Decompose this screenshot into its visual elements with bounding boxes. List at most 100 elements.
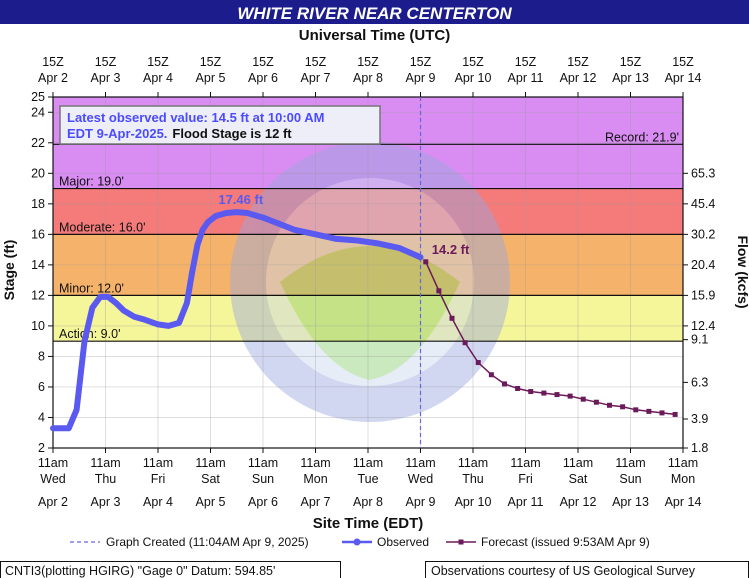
legend-forecast-marker <box>458 539 464 545</box>
stage-tick-label: 10 <box>31 319 45 333</box>
stage-tick-label: 14 <box>31 258 45 272</box>
site-tick-day: Wed <box>408 472 434 486</box>
flow-tick-label: 6.3 <box>691 375 708 389</box>
legend: Graph Created (11:04AM Apr 9, 2025) Obse… <box>70 535 650 549</box>
stage-tick-label: 22 <box>31 136 45 150</box>
forecast-point <box>436 288 442 294</box>
threshold-label-minor: Minor: 12.0' <box>59 281 124 295</box>
stage-tick-label: 4 <box>38 410 45 424</box>
forecast-point <box>659 410 665 416</box>
site-tick-time: 11am <box>143 456 173 470</box>
latest-value-box: Latest observed value: 14.5 ft at 10:00 … <box>59 105 381 145</box>
flow-tick-label: 3.9 <box>691 412 708 426</box>
site-tick-time: 11am <box>510 456 540 470</box>
forecast-point <box>607 402 612 408</box>
latest-line2: EDT 9-Apr-2025. Flood Stage is 12 ft <box>67 126 292 141</box>
utc-tick-date: Apr 2 <box>38 71 68 85</box>
site-tick-day: Sun <box>252 472 274 486</box>
utc-tick-time: 15Z <box>410 55 432 69</box>
forecast-point <box>646 408 652 414</box>
flow-tick-label: 65.3 <box>691 166 715 180</box>
site-tick-day: Mon <box>303 472 327 486</box>
flow-tick-label: 30.2 <box>691 227 715 241</box>
stage-tick-label: 2 <box>38 441 45 455</box>
flow-tick-label: 20.4 <box>691 258 715 272</box>
site-tick-day: Sat <box>569 472 588 486</box>
site-tick-date: Apr 7 <box>301 495 331 509</box>
forecast-point <box>502 381 507 387</box>
forecast-point <box>528 389 534 395</box>
legend-observed-label: Observed <box>377 535 429 549</box>
site-tick-date: Apr 2 <box>38 495 68 509</box>
site-tick-date: Apr 13 <box>612 495 649 509</box>
forecast-point <box>475 360 481 366</box>
site-tick-day: Thu <box>95 472 117 486</box>
latest-line2-black: Flood Stage is 12 ft <box>172 126 292 141</box>
forecast-point <box>554 392 560 398</box>
watermark-field <box>280 246 460 380</box>
utc-tick-time: 15Z <box>42 55 64 69</box>
forecast-point <box>672 411 678 417</box>
noaa-watermark <box>230 142 510 422</box>
site-tick-date: Apr 6 <box>248 495 278 509</box>
site-tick-time: 11am <box>248 456 278 470</box>
forecast-point <box>515 385 521 391</box>
utc-tick-time: 15Z <box>672 55 694 69</box>
site-tick-time: 11am <box>405 456 435 470</box>
y-axis-title: Stage (ft) <box>1 240 17 301</box>
observed-series-line <box>50 209 424 432</box>
flow-tick-label: 12.4 <box>691 319 715 333</box>
utc-tick-date: Apr 7 <box>301 71 331 85</box>
utc-tick-date: Apr 5 <box>196 71 226 85</box>
utc-tick-time: 15Z <box>357 55 379 69</box>
site-tick-date: Apr 4 <box>143 495 173 509</box>
flow-tick-label: 45.4 <box>691 197 715 211</box>
site-tick-day: Sat <box>201 472 220 486</box>
title-bar <box>0 0 749 24</box>
utc-tick-date: Apr 10 <box>455 71 492 85</box>
forecast-point <box>580 396 586 402</box>
utc-tick-time: 15Z <box>462 55 484 69</box>
legend-forecast-label: Forecast (issued 9:53AM Apr 9) <box>481 535 650 549</box>
site-tick-date: Apr 8 <box>353 495 383 509</box>
utc-tick-time: 15Z <box>515 55 537 69</box>
utc-tick-time: 15Z <box>200 55 222 69</box>
footer-left-text: CNTI3(plotting HGIRG) "Gage 0" Datum: 59… <box>5 564 275 578</box>
latest-line1: Latest observed value: 14.5 ft at 10:00 … <box>67 110 324 125</box>
stage-tick-label: 12 <box>31 288 45 302</box>
legend-observed-marker <box>353 538 361 546</box>
site-tick-time: 11am <box>195 456 225 470</box>
utc-tick-time: 15Z <box>620 55 642 69</box>
site-tick-date: Apr 10 <box>455 495 492 509</box>
forecast-point <box>567 393 573 399</box>
bottom-axis-title: Site Time (EDT) <box>313 515 424 532</box>
site-tick-day: Tue <box>357 472 378 486</box>
stage-tick-label: 24 <box>31 105 45 119</box>
site-tick-date: Apr 11 <box>508 495 544 509</box>
threshold-label-major: Major: 19.0' <box>59 175 124 189</box>
forecast-point <box>423 259 429 265</box>
forecast-point <box>488 372 494 378</box>
utc-tick-time: 15Z <box>95 55 117 69</box>
threshold-label-action: Action: 9.0' <box>59 327 120 341</box>
top-axis-title: Universal Time (UTC) <box>299 27 450 44</box>
utc-tick-time: 15Z <box>147 55 169 69</box>
site-tick-day: Fri <box>151 472 166 486</box>
stage-tick-label: 25 <box>31 90 45 104</box>
legend-created-label: Graph Created (11:04AM Apr 9, 2025) <box>106 535 309 549</box>
site-tick-day: Thu <box>462 472 484 486</box>
footer-right-text: Observations courtesy of US Geological S… <box>431 564 696 578</box>
threshold-label-moderate: Moderate: 16.0' <box>59 220 145 234</box>
watermark-outer-ring <box>230 142 510 422</box>
forecast-point <box>593 399 599 405</box>
forecast-start-label: 14.2 ft <box>432 242 470 257</box>
watermark-inner-disc <box>266 178 474 386</box>
utc-tick-date: Apr 14 <box>665 71 702 85</box>
site-tick-time: 11am <box>615 456 645 470</box>
forecast-point <box>449 315 455 321</box>
site-tick-time: 11am <box>353 456 383 470</box>
stage-tick-label: 18 <box>31 197 45 211</box>
utc-tick-date: Apr 6 <box>248 71 278 85</box>
forecast-point <box>462 340 468 346</box>
site-tick-date: Apr 5 <box>196 495 226 509</box>
